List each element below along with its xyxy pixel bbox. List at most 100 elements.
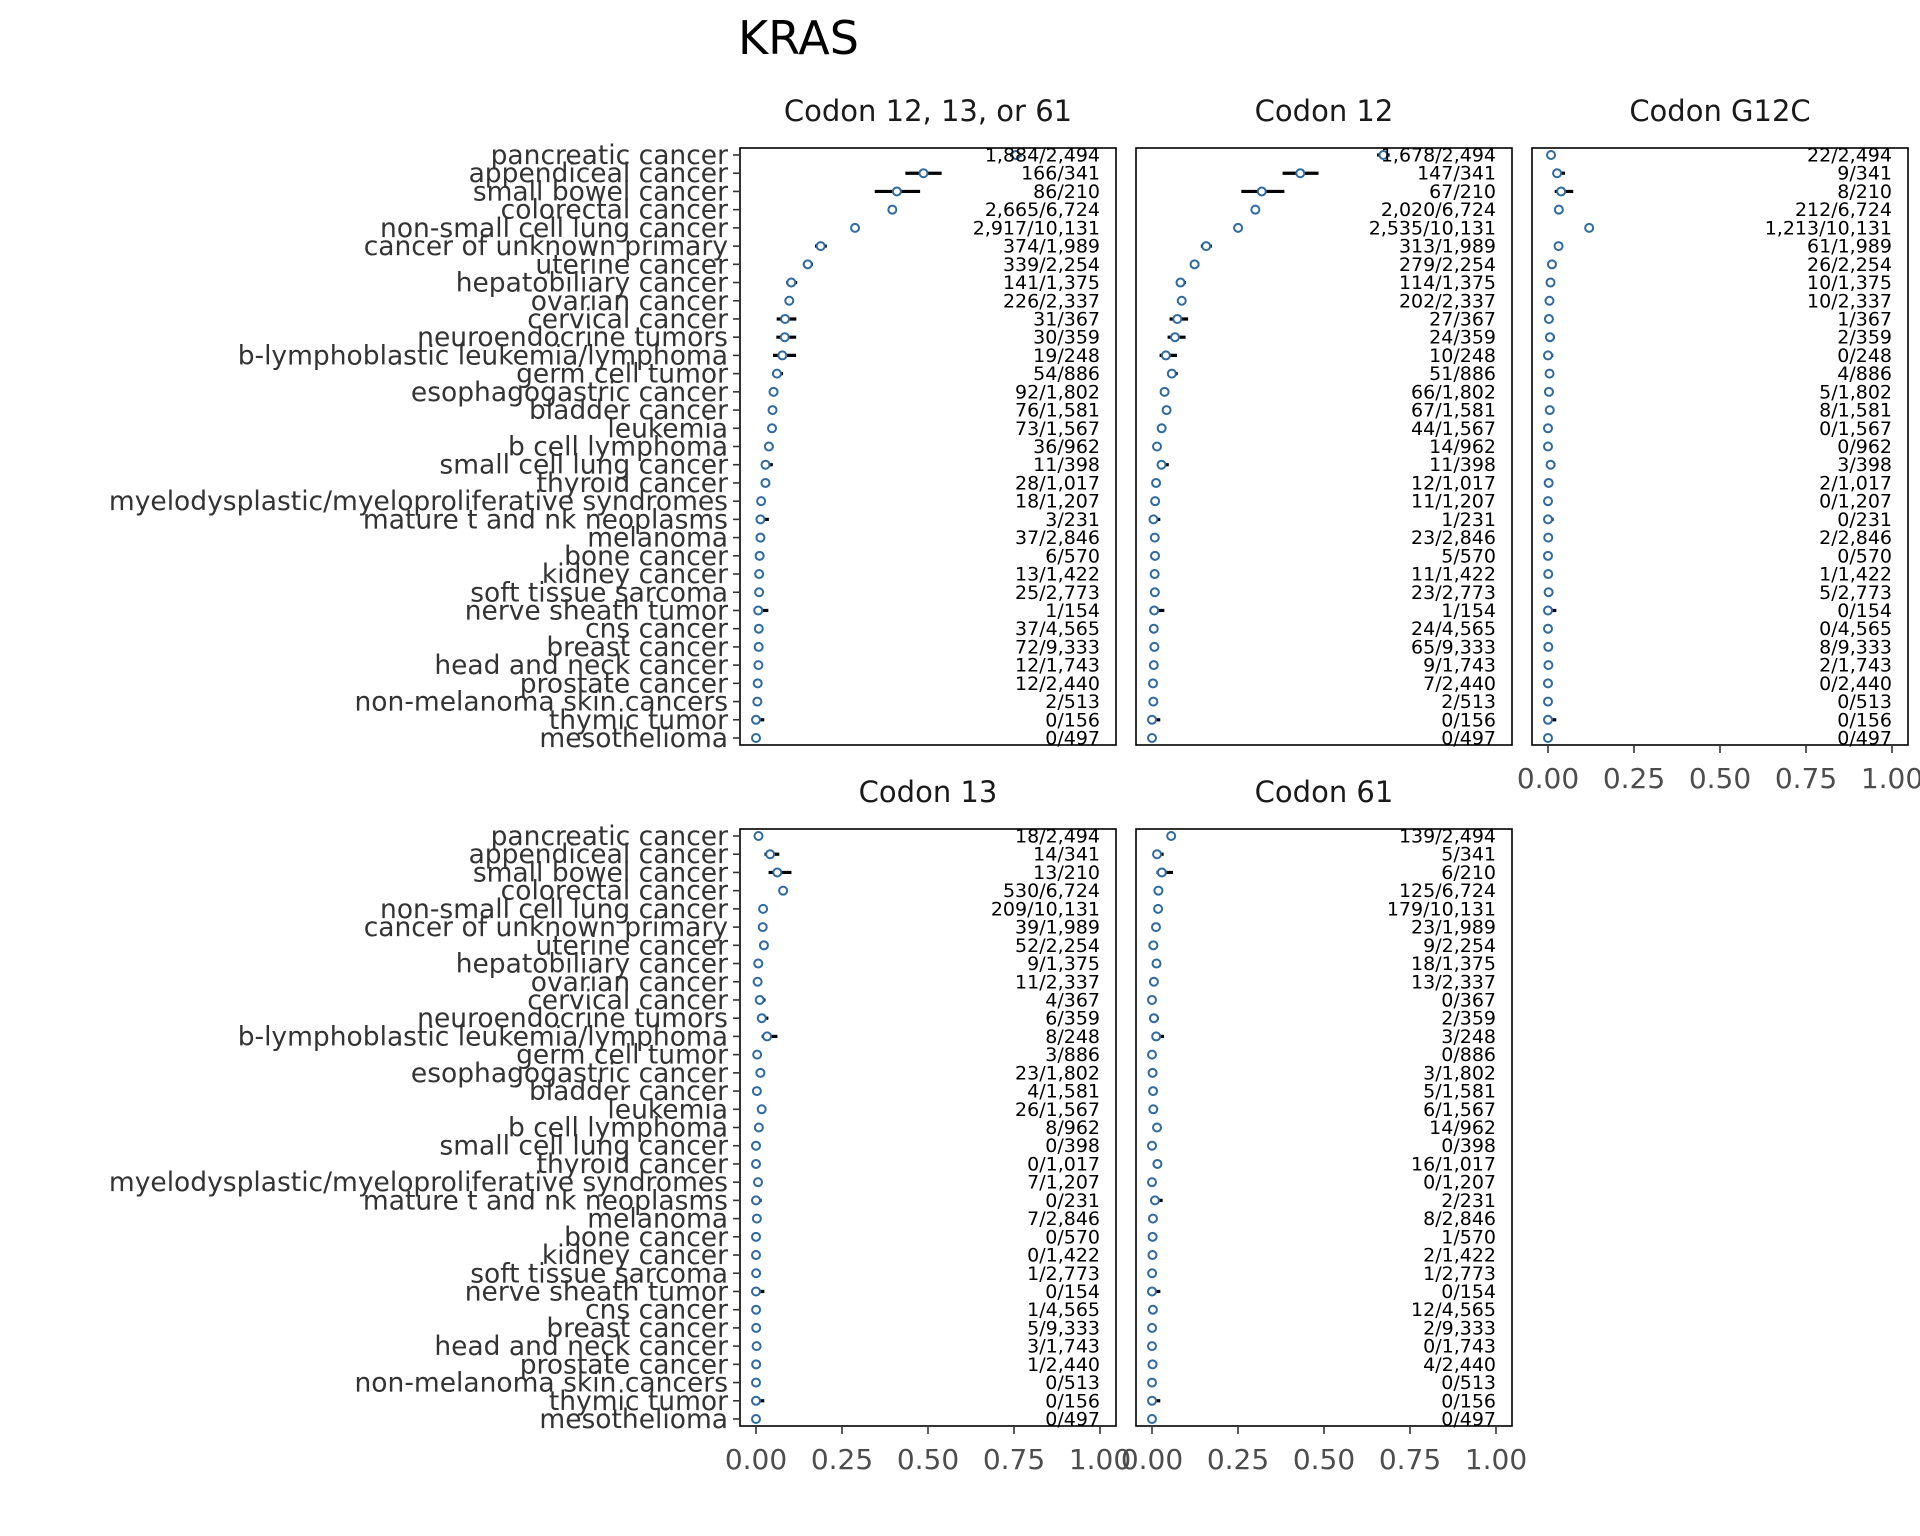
count-label: 0/513 <box>1837 691 1892 713</box>
panel-title: Codon 12 <box>1255 94 1394 128</box>
data-point <box>755 532 766 543</box>
count-label: 5/570 <box>1441 545 1496 567</box>
data-point <box>1160 350 1171 361</box>
data-point <box>751 1286 761 1297</box>
x-tick-label: 1.00 <box>1069 1443 1131 1476</box>
count-label: 166/341 <box>1021 163 1100 185</box>
count-label: 66/1,802 <box>1411 381 1496 403</box>
count-label: 10/1,375 <box>1807 272 1892 294</box>
count-label: 31/367 <box>1033 308 1100 330</box>
count-label: 19/248 <box>1033 345 1100 367</box>
y-tick-label: mature t and nk neoplasms <box>363 1185 728 1216</box>
data-point <box>786 277 797 288</box>
data-point <box>752 1177 763 1188</box>
count-label: 0/513 <box>1441 1372 1496 1394</box>
count-label: 3/398 <box>1837 454 1892 476</box>
count-label: 4/1,581 <box>1027 1081 1100 1103</box>
count-label: 14/341 <box>1033 844 1100 866</box>
count-label: 0/497 <box>1441 1409 1496 1431</box>
count-label: 0/570 <box>1045 1226 1100 1248</box>
panel-4: Codon 61139/2,4945/3416/210125/6,724179/… <box>1121 775 1527 1476</box>
y-tick-label: uterine cancer <box>535 249 728 280</box>
count-label: 13/2,337 <box>1411 971 1496 993</box>
data-point <box>1147 714 1157 725</box>
count-label: 11/398 <box>1429 454 1496 476</box>
data-point <box>751 714 761 725</box>
count-label: 2/513 <box>1045 691 1100 713</box>
count-label: 24/359 <box>1429 327 1496 349</box>
data-point <box>1544 368 1555 379</box>
count-label: 1/4,565 <box>1027 1299 1100 1321</box>
count-label: 7/1,207 <box>1027 1172 1100 1194</box>
count-label: 37/4,565 <box>1015 618 1100 640</box>
data-point <box>753 623 764 634</box>
data-point <box>1148 976 1159 987</box>
count-label: 0/962 <box>1837 436 1892 458</box>
data-point <box>754 550 765 561</box>
data-point <box>1556 186 1567 197</box>
count-label: 5/1,802 <box>1819 381 1892 403</box>
y-tick-label: myelodysplastic/myeloproliferative syndr… <box>109 486 728 517</box>
data-point <box>1546 150 1557 160</box>
y-tick-label: esophagogastric cancer <box>411 1058 728 1089</box>
data-point <box>1175 277 1186 288</box>
count-label: 6/359 <box>1045 1008 1100 1030</box>
count-label: 3/1,743 <box>1027 1336 1100 1358</box>
data-point <box>1156 867 1167 878</box>
data-point <box>765 849 776 860</box>
chart-title: KRAS <box>738 11 859 65</box>
count-label: 9/2,254 <box>1423 935 1496 957</box>
data-point <box>752 976 763 987</box>
count-label: 2/513 <box>1441 691 1496 713</box>
count-label: 2/9,333 <box>1423 1317 1496 1339</box>
data-point <box>753 660 764 671</box>
count-label: 12/1,017 <box>1411 472 1496 494</box>
data-point <box>1147 994 1157 1005</box>
data-point <box>1256 186 1267 197</box>
count-label: 22/2,494 <box>1807 145 1892 167</box>
data-point <box>784 295 795 306</box>
count-label: 10/248 <box>1429 345 1496 367</box>
count-label: 8/248 <box>1045 1026 1100 1048</box>
data-point <box>1544 332 1555 343</box>
data-point <box>754 587 765 598</box>
count-label: 1/2,773 <box>1423 1263 1496 1285</box>
data-point <box>1148 623 1159 634</box>
count-label: 1,213/10,131 <box>1765 217 1892 239</box>
data-point <box>763 441 774 452</box>
data-point <box>850 222 861 233</box>
data-point <box>767 423 778 434</box>
data-point <box>1153 903 1164 914</box>
y-tick-label: melanoma <box>587 523 728 554</box>
count-label: 1/2,773 <box>1027 1263 1100 1285</box>
count-label: 0/1,567 <box>1819 418 1892 440</box>
count-label: 12/2,440 <box>1015 673 1100 695</box>
data-point <box>1543 313 1554 324</box>
data-point <box>751 1140 761 1151</box>
panel-1: Codon 12 1,678/2,494147/34167/2102,020/6,… <box>1135 94 1513 750</box>
y-tick-label: kidney cancer <box>542 559 728 590</box>
count-label: 13/210 <box>1033 862 1100 884</box>
data-point <box>1553 241 1564 252</box>
data-point <box>751 1414 761 1424</box>
count-label: 3/886 <box>1045 1044 1100 1066</box>
count-label: 0/367 <box>1441 989 1496 1011</box>
count-label: 2/1,017 <box>1819 472 1892 494</box>
data-point <box>1147 1341 1157 1352</box>
data-point <box>1545 459 1556 470</box>
data-point <box>1147 1268 1158 1279</box>
data-point <box>1147 678 1158 689</box>
data-point <box>751 1268 762 1279</box>
data-point <box>751 1195 761 1206</box>
y-tick-label: nerve sheath tumor <box>465 595 728 626</box>
data-point <box>1295 168 1306 179</box>
y-tick-label: cns cancer <box>585 1295 728 1326</box>
y-tick-label: esophagogastric cancer <box>411 377 728 408</box>
data-point <box>1148 514 1159 525</box>
count-label: 1,678/2,494 <box>1381 145 1496 167</box>
data-point <box>1176 295 1187 306</box>
count-label: 3/231 <box>1045 509 1100 531</box>
count-label: 51/886 <box>1429 363 1496 385</box>
count-label: 279/2,254 <box>1399 254 1496 276</box>
